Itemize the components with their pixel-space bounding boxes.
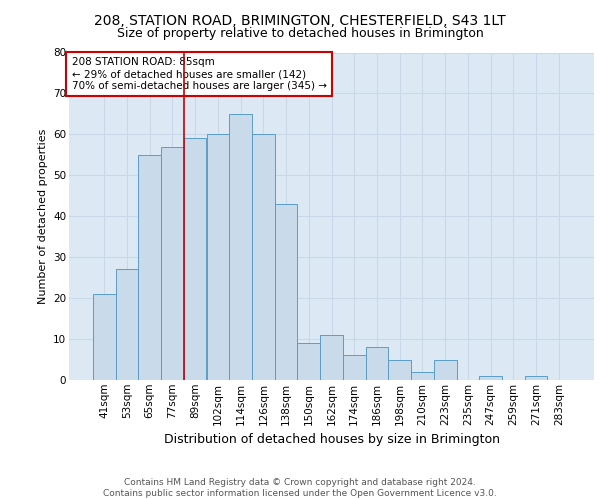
Bar: [161, 146, 184, 380]
X-axis label: Distribution of detached houses by size in Brimington: Distribution of detached houses by size …: [163, 433, 499, 446]
Bar: [139, 155, 161, 380]
Bar: [93, 294, 116, 380]
Bar: [411, 372, 434, 380]
Bar: [434, 360, 457, 380]
Text: 208, STATION ROAD, BRIMINGTON, CHESTERFIELD, S43 1LT: 208, STATION ROAD, BRIMINGTON, CHESTERFI…: [94, 14, 506, 28]
Bar: [479, 376, 502, 380]
Bar: [206, 134, 229, 380]
Bar: [298, 343, 320, 380]
Y-axis label: Number of detached properties: Number of detached properties: [38, 128, 47, 304]
Bar: [184, 138, 206, 380]
Bar: [116, 270, 139, 380]
Bar: [252, 134, 275, 380]
Bar: [524, 376, 547, 380]
Bar: [388, 360, 411, 380]
Bar: [229, 114, 252, 380]
Text: Contains HM Land Registry data © Crown copyright and database right 2024.
Contai: Contains HM Land Registry data © Crown c…: [103, 478, 497, 498]
Text: 208 STATION ROAD: 85sqm
← 29% of detached houses are smaller (142)
70% of semi-d: 208 STATION ROAD: 85sqm ← 29% of detache…: [71, 58, 326, 90]
Bar: [320, 335, 343, 380]
Bar: [275, 204, 298, 380]
Bar: [343, 356, 365, 380]
Text: Size of property relative to detached houses in Brimington: Size of property relative to detached ho…: [116, 28, 484, 40]
Bar: [365, 347, 388, 380]
